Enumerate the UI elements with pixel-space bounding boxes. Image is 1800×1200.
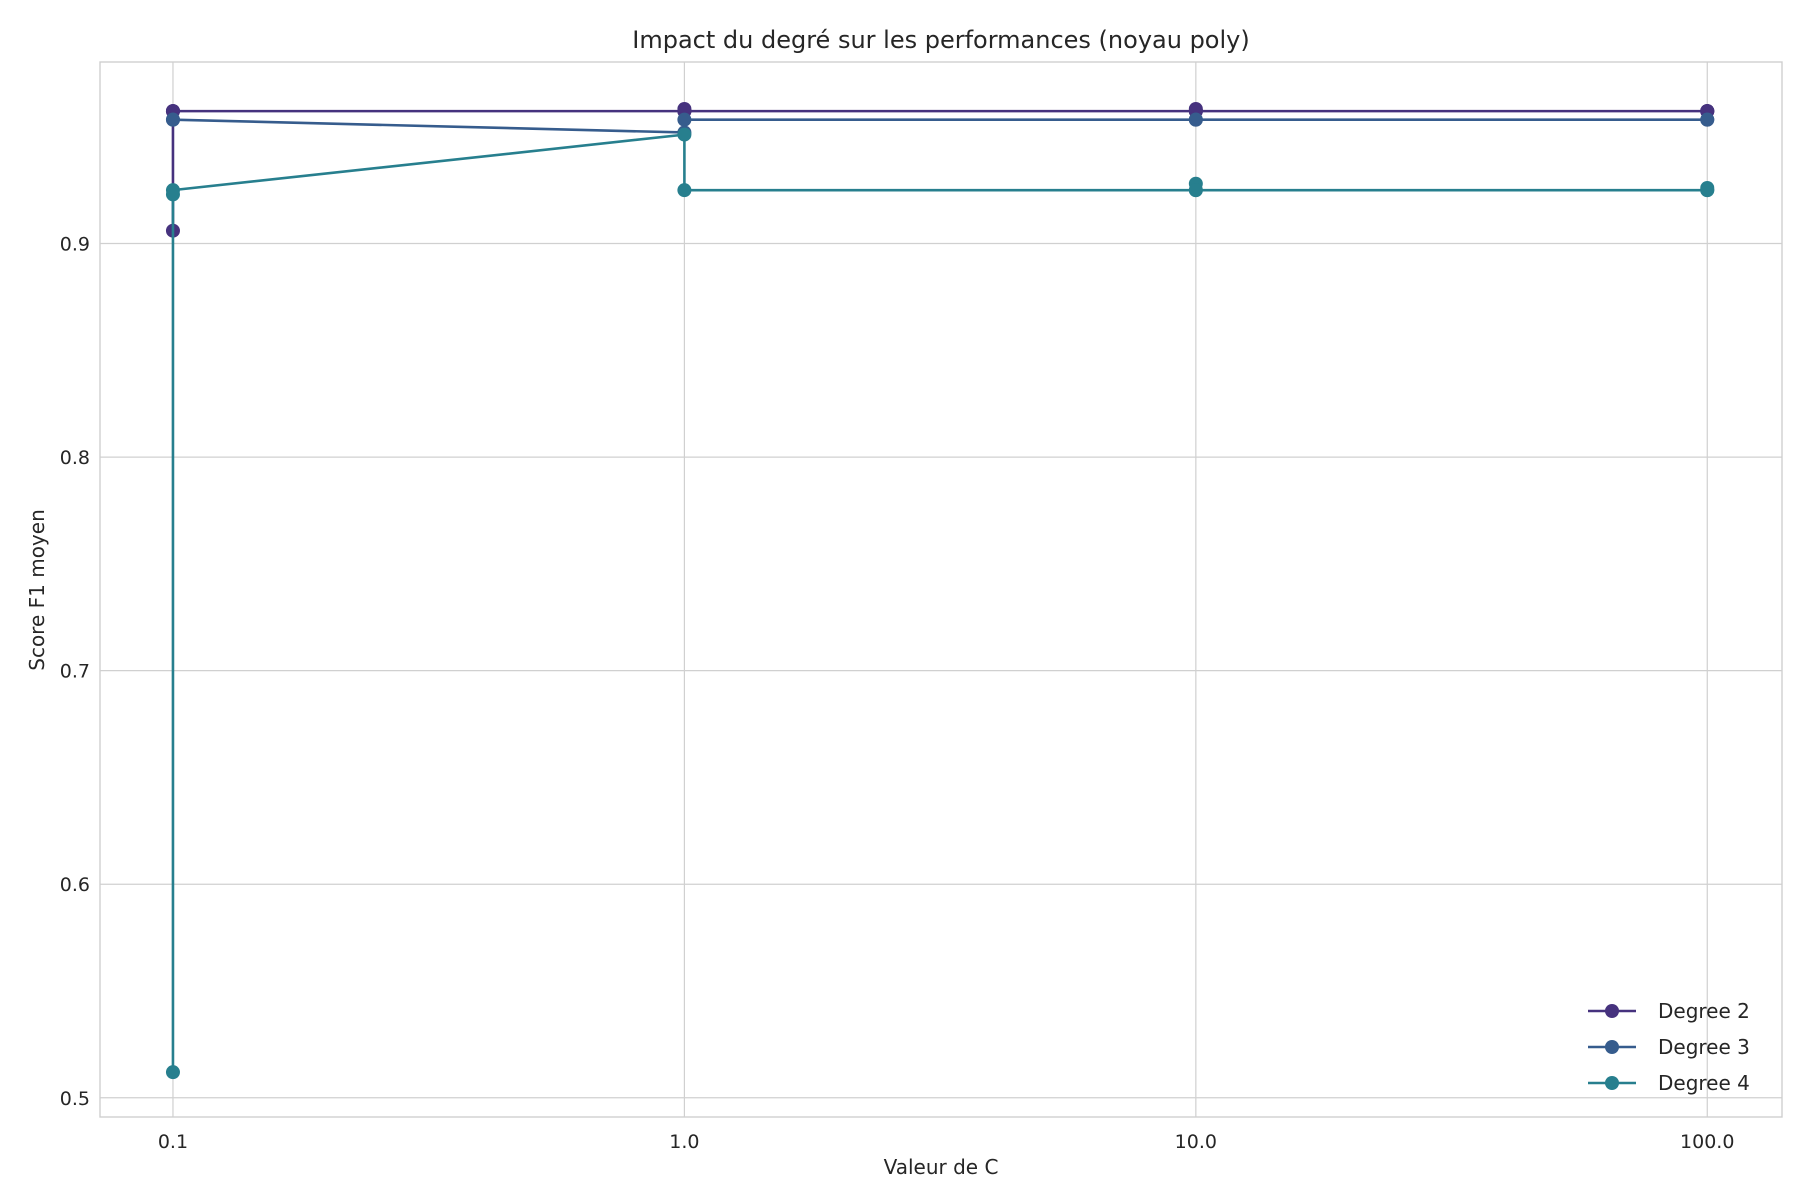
- legend-label: Degree 4: [1658, 1071, 1750, 1095]
- legend-marker: [1605, 1076, 1619, 1090]
- data-point: [165, 183, 180, 198]
- data-point: [1188, 183, 1203, 198]
- data-point: [165, 1065, 180, 1080]
- y-tick-label: 0.8: [60, 447, 90, 469]
- series-line: [171, 107, 1708, 233]
- grid: [100, 62, 1782, 1117]
- chart-title: Impact du degré sur les performances (no…: [632, 26, 1249, 54]
- y-tick-label: 0.9: [60, 234, 90, 256]
- data-point: [1700, 112, 1715, 127]
- legend-marker: [1605, 1004, 1619, 1018]
- y-axis-label: Score F1 moyen: [25, 509, 49, 671]
- y-tick-label: 0.5: [60, 1088, 90, 1110]
- y-tick-label: 0.7: [60, 661, 90, 683]
- x-tick-label: 100.0: [1680, 1131, 1734, 1153]
- legend-label: Degree 3: [1658, 1035, 1750, 1059]
- x-axis-label: Valeur de C: [884, 1155, 999, 1179]
- series-line: [172, 118, 1708, 134]
- x-tick-label: 1.0: [669, 1131, 699, 1153]
- data-point: [1188, 112, 1203, 127]
- series-group: [165, 101, 1715, 1080]
- y-tick-label: 0.6: [60, 874, 90, 896]
- x-tick-label: 0.1: [158, 1131, 188, 1153]
- data-point: [677, 127, 692, 142]
- legend-marker: [1605, 1040, 1619, 1054]
- series-line: [171, 133, 1709, 1074]
- data-point: [165, 112, 180, 127]
- legend-label: Degree 2: [1658, 999, 1750, 1023]
- ticks: 0.1 1.0 10.0 100.0 0.5 0.6 0.7 0.8 0.9: [60, 234, 1735, 1153]
- x-tick-label: 10.0: [1175, 1131, 1217, 1153]
- data-point: [677, 112, 692, 127]
- legend: Degree 2 Degree 3 Degree 4: [1588, 999, 1750, 1095]
- data-point: [1700, 183, 1715, 198]
- data-point: [677, 183, 692, 198]
- plot-frame: [99, 61, 1783, 1118]
